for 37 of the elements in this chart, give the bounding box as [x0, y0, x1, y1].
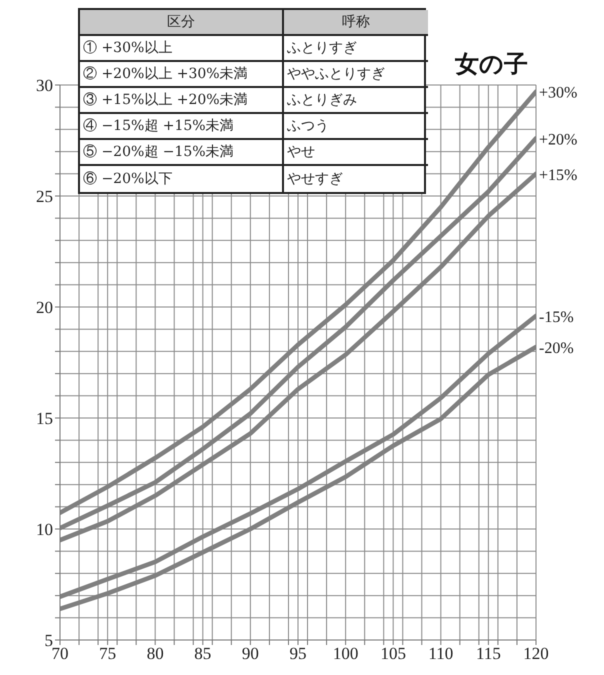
annotation: ③ +15%以上 +20%未満	[80, 88, 284, 114]
annotation: ⑤ −20%超 −15%未満	[80, 140, 284, 166]
x-tick-label: 80	[146, 644, 164, 664]
y-tick-label: 10	[36, 520, 53, 540]
x-tick-label: 100	[332, 644, 358, 664]
annotation: やせすぎ	[286, 170, 344, 189]
x-tick-label: 75	[99, 644, 116, 664]
x-tick-label: 115	[476, 644, 501, 664]
text: 呼称	[342, 14, 370, 30]
x-tick-label: 95	[290, 644, 306, 664]
x-tick-label: 85	[194, 644, 212, 664]
annotation: ④ −15%超 +15%未満	[80, 114, 284, 140]
text: 区分	[167, 14, 195, 30]
text: ふとりすぎ	[287, 40, 357, 56]
text: ① +30%以上	[83, 40, 172, 56]
text: ややふとりすぎ	[287, 66, 385, 82]
annotation: ⑥ −20%以下	[80, 166, 284, 192]
series-label: +30%	[539, 84, 578, 102]
y-tick-label: 15	[36, 409, 53, 428]
series-label: -20%	[539, 340, 574, 357]
x-tick-label: 120	[523, 644, 549, 664]
text: ② +20%以上 +30%未満	[83, 66, 248, 82]
x-tick-label: 105	[380, 644, 406, 664]
annotation: ふつう	[284, 114, 428, 140]
y-tick-label: 5	[44, 631, 53, 650]
series-label: -15%	[539, 308, 574, 326]
x-tick-label: 70	[52, 644, 68, 664]
series-label: +20%	[539, 131, 578, 148]
chart-title: 女の子	[455, 49, 528, 80]
series-label: +15%	[539, 166, 578, 184]
x-tick-label: 90	[242, 644, 259, 664]
annotation: やせ	[284, 140, 428, 166]
y-tick-label: 30	[36, 76, 53, 96]
y-tick-label: 20	[36, 298, 53, 318]
annotation: ふとりぎみ	[284, 88, 428, 114]
x-tick-label: 110	[428, 644, 454, 664]
y-tick-label: 25	[36, 187, 53, 206]
